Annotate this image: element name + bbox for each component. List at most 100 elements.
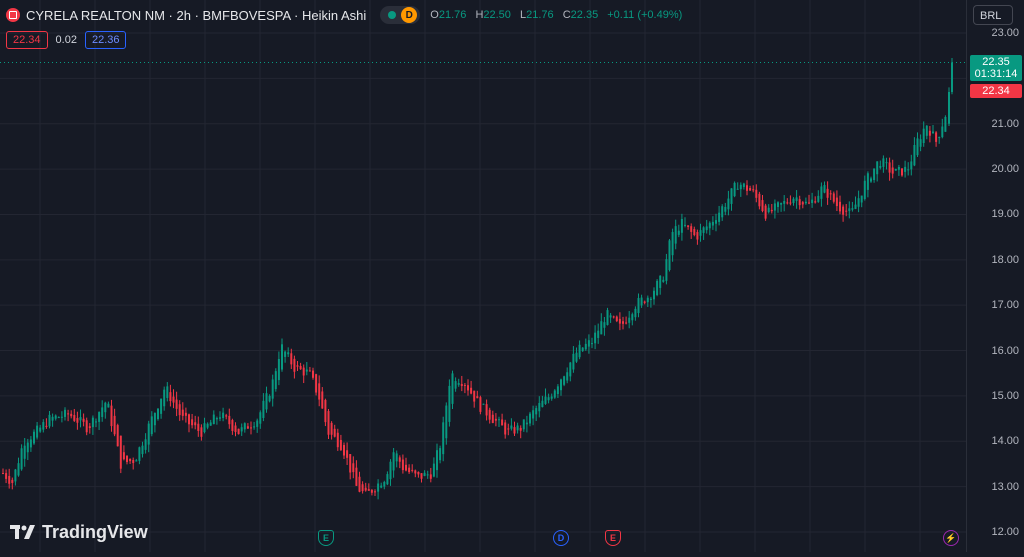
candle-body [612,316,615,318]
tradingview-logo[interactable]: TradingView [10,522,148,543]
candle-body [733,182,736,197]
candle-body [67,413,70,415]
candle-body [665,259,668,281]
candle-body [535,408,538,415]
open-value: 21.76 [438,9,467,21]
candle-body [17,463,20,476]
candle-body [857,198,860,207]
candle-body [817,195,820,202]
candle-body [532,410,535,419]
candle-body [525,422,528,425]
currency-selector[interactable]: BRL [973,5,1013,25]
candle-body [463,384,466,386]
candle-body [116,425,119,447]
candle-body [448,385,451,422]
candle-body [494,418,497,421]
flash-event-marker[interactable]: ⚡ [943,530,959,546]
candle-body [380,485,383,488]
candle-body [910,161,913,170]
candle-body [225,415,228,417]
candle-body [209,422,212,426]
candle-body [888,162,891,173]
chart-grid [0,0,966,552]
change-value: +0.11 (+0.49%) [607,9,683,21]
market-status[interactable]: D [380,6,421,24]
candle-body [339,439,342,451]
candle-body [804,201,807,204]
candle-body [640,297,643,306]
candle-body [547,397,550,401]
dividend-marker[interactable]: D [553,530,569,546]
candle-body [491,414,494,423]
candle-body [826,188,829,198]
buy-button[interactable]: 22.36 [84,31,127,49]
candle-body [522,419,525,430]
candle-body [228,415,231,425]
close-value: 22.35 [570,9,599,21]
candle-body [274,371,277,390]
candle-body [178,404,181,416]
candle-body [897,166,900,170]
candle-body [773,203,776,211]
candle-body [752,189,755,191]
candle-body [417,471,420,475]
candle-body [20,448,23,470]
candle-body [504,422,507,435]
candle-body [318,383,321,400]
candle-body [894,168,897,171]
earnings-marker[interactable]: E [318,530,334,546]
candle-body [432,463,435,477]
candle-body [352,463,355,473]
symbol-legend: CYRELA REALTON NM · 2h · BMFBOVESPA · He… [6,6,688,24]
candle-body [144,439,147,450]
candle-body [262,400,265,418]
candle-body [485,404,488,416]
candle-body [73,415,76,421]
candle-body [401,459,404,471]
candle-body [132,459,135,464]
candle-body [11,479,14,483]
chart-area[interactable] [0,0,966,552]
earnings-marker-upcoming[interactable]: E [605,530,621,546]
candle-body [711,221,714,226]
candle-body [411,469,414,471]
price-tick-label: 12.00 [991,526,1019,538]
candle-body [587,340,590,347]
candle-body [222,412,225,419]
candle-body [370,489,373,493]
market-open-icon [388,11,397,19]
candle-body [367,489,370,491]
candle-body [581,347,584,351]
candle-body [742,183,745,187]
candle-body [436,450,438,471]
candle-body [727,198,730,210]
high-value: 22.50 [483,9,511,21]
candle-body [29,439,32,448]
candle-body [615,316,618,322]
price-chart[interactable] [0,0,966,552]
tradingview-logo-icon [10,524,36,541]
candle-body [445,405,448,439]
candle-body [42,422,45,430]
candle-body [200,427,203,437]
candle-body [925,125,928,136]
symbol-title[interactable]: CYRELA REALTON NM · 2h · BMFBOVESPA · He… [26,7,367,23]
candle-body [169,392,172,402]
candle-body [758,193,761,207]
candle-body [553,390,556,398]
candle-body [832,193,835,202]
candle-body [789,202,792,204]
candle-body [839,201,841,212]
candle-body [231,420,234,431]
candle-body [951,62,953,92]
candle-body [572,353,575,370]
sell-button[interactable]: 22.34 [6,31,48,49]
candle-body [646,297,649,303]
candle-body [891,167,894,174]
candle-body [64,409,66,417]
price-scale[interactable]: BRL 23.0022.0021.0020.0019.0018.0017.001… [966,0,1024,552]
candle-body [780,203,783,205]
candle-body [591,343,593,345]
candle-body [271,379,274,399]
candle-body [513,427,516,434]
